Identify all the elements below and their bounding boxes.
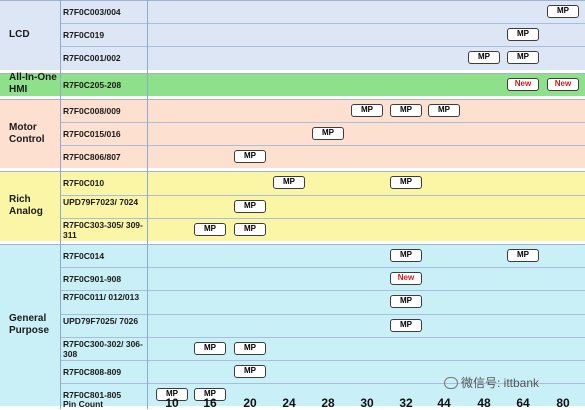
row-divider: [60, 313, 585, 315]
part-number-label: R7F0C011/ 012/013: [63, 292, 140, 303]
part-number-label: R7F0C010: [63, 178, 105, 189]
mp-badge: MP: [234, 150, 266, 164]
pin-count-tick: 24: [282, 396, 296, 410]
category-label: General Purpose: [9, 313, 50, 337]
mp-badge: MP: [273, 176, 305, 190]
category-band-4: [0, 244, 585, 407]
row-divider: [60, 360, 585, 361]
mp-badge: MP: [390, 295, 422, 309]
row-divider: [60, 290, 585, 292]
category-label: LCD: [9, 28, 30, 40]
part-number-label: R7F0C205-208: [63, 79, 122, 90]
pin-count-tick: 30: [360, 396, 374, 410]
mp-badge: MP: [390, 103, 422, 117]
part-number-label: R7F0C801-805: [63, 390, 122, 401]
part-number-label: R7F0C808-809: [63, 367, 122, 377]
new-badge: New: [547, 77, 579, 91]
part-number-label: R7F0C001/002: [63, 53, 121, 64]
new-badge: New: [507, 77, 539, 91]
mp-badge: MP: [507, 51, 539, 65]
watermark-text: 微信号: ittbank: [461, 376, 540, 390]
part-number-label: R7F0C008/009: [63, 105, 121, 116]
pin-count-tick: 64: [516, 396, 530, 410]
mp-badge: MP: [194, 222, 226, 236]
pin-count-tick: 20: [243, 396, 257, 410]
row-divider: [60, 267, 585, 269]
category-label: Rich Analog: [9, 194, 43, 218]
row-divider: [60, 46, 585, 48]
mp-badge: MP: [507, 249, 539, 262]
category-band-1: [0, 72, 585, 96]
row-divider: [60, 336, 585, 338]
row-divider: [60, 23, 585, 25]
part-number-label: R7F0C003/004: [63, 7, 121, 17]
row-divider: [60, 145, 585, 147]
part-number-label: R7F0C300-302/ 306-308: [63, 338, 143, 359]
category-label: Motor Control: [9, 121, 45, 145]
mp-badge: MP: [234, 365, 266, 378]
mp-badge: MP: [194, 341, 226, 355]
mp-badge: MP: [351, 103, 383, 117]
part-number-label: R7F0C303-305/ 309-311: [63, 219, 143, 240]
mp-badge: MP: [234, 199, 266, 213]
category-band-0: [0, 0, 585, 70]
mp-badge: MP: [390, 249, 422, 262]
pin-count-tick: 48: [477, 396, 491, 410]
pin-count-tick: 16: [203, 396, 217, 410]
row-divider: [60, 383, 585, 385]
category-label: All-In-One HMI: [9, 72, 57, 96]
x-axis-label: Pin Count: [63, 399, 104, 409]
new-badge: New: [390, 272, 422, 286]
mp-badge: MP: [507, 28, 539, 42]
part-number-label: UPD79F7025/ 7026: [63, 315, 139, 326]
mp-badge: MP: [234, 341, 266, 355]
mp-badge: MP: [156, 388, 188, 402]
part-column-separator: [60, 0, 61, 410]
row-divider: [60, 122, 585, 123]
pin-count-tick: 80: [556, 396, 570, 410]
mp-badge: MP: [468, 51, 500, 65]
part-number-label: UPD79F7023/ 7024: [63, 196, 139, 207]
category-band-2: [0, 98, 585, 169]
part-number-label: R7F0C015/016: [63, 129, 121, 139]
part-number-label: R7F0C019: [63, 30, 105, 41]
wechat-icon: [444, 377, 458, 389]
mp-badge: MP: [390, 176, 422, 190]
part-number-label: R7F0C901-908: [63, 274, 122, 285]
pin-count-tick: 28: [321, 396, 335, 410]
mp-badge: MP: [428, 103, 460, 117]
pin-count-tick: 10: [165, 396, 179, 410]
grid-start-separator: [147, 0, 148, 410]
watermark: 微信号: ittbank: [444, 374, 539, 391]
part-number-label: R7F0C806/807: [63, 152, 121, 163]
pin-count-tick: 44: [437, 396, 451, 410]
part-number-label: R7F0C014: [63, 251, 105, 261]
mp-badge: MP: [312, 127, 344, 140]
mp-badge: MP: [234, 222, 266, 236]
mp-badge: MP: [390, 318, 422, 332]
pin-count-tick: 32: [399, 396, 413, 410]
row-divider: [60, 217, 585, 219]
mp-badge: MP: [194, 388, 226, 402]
row-divider: [60, 194, 585, 196]
mp-badge: MP: [547, 5, 579, 18]
